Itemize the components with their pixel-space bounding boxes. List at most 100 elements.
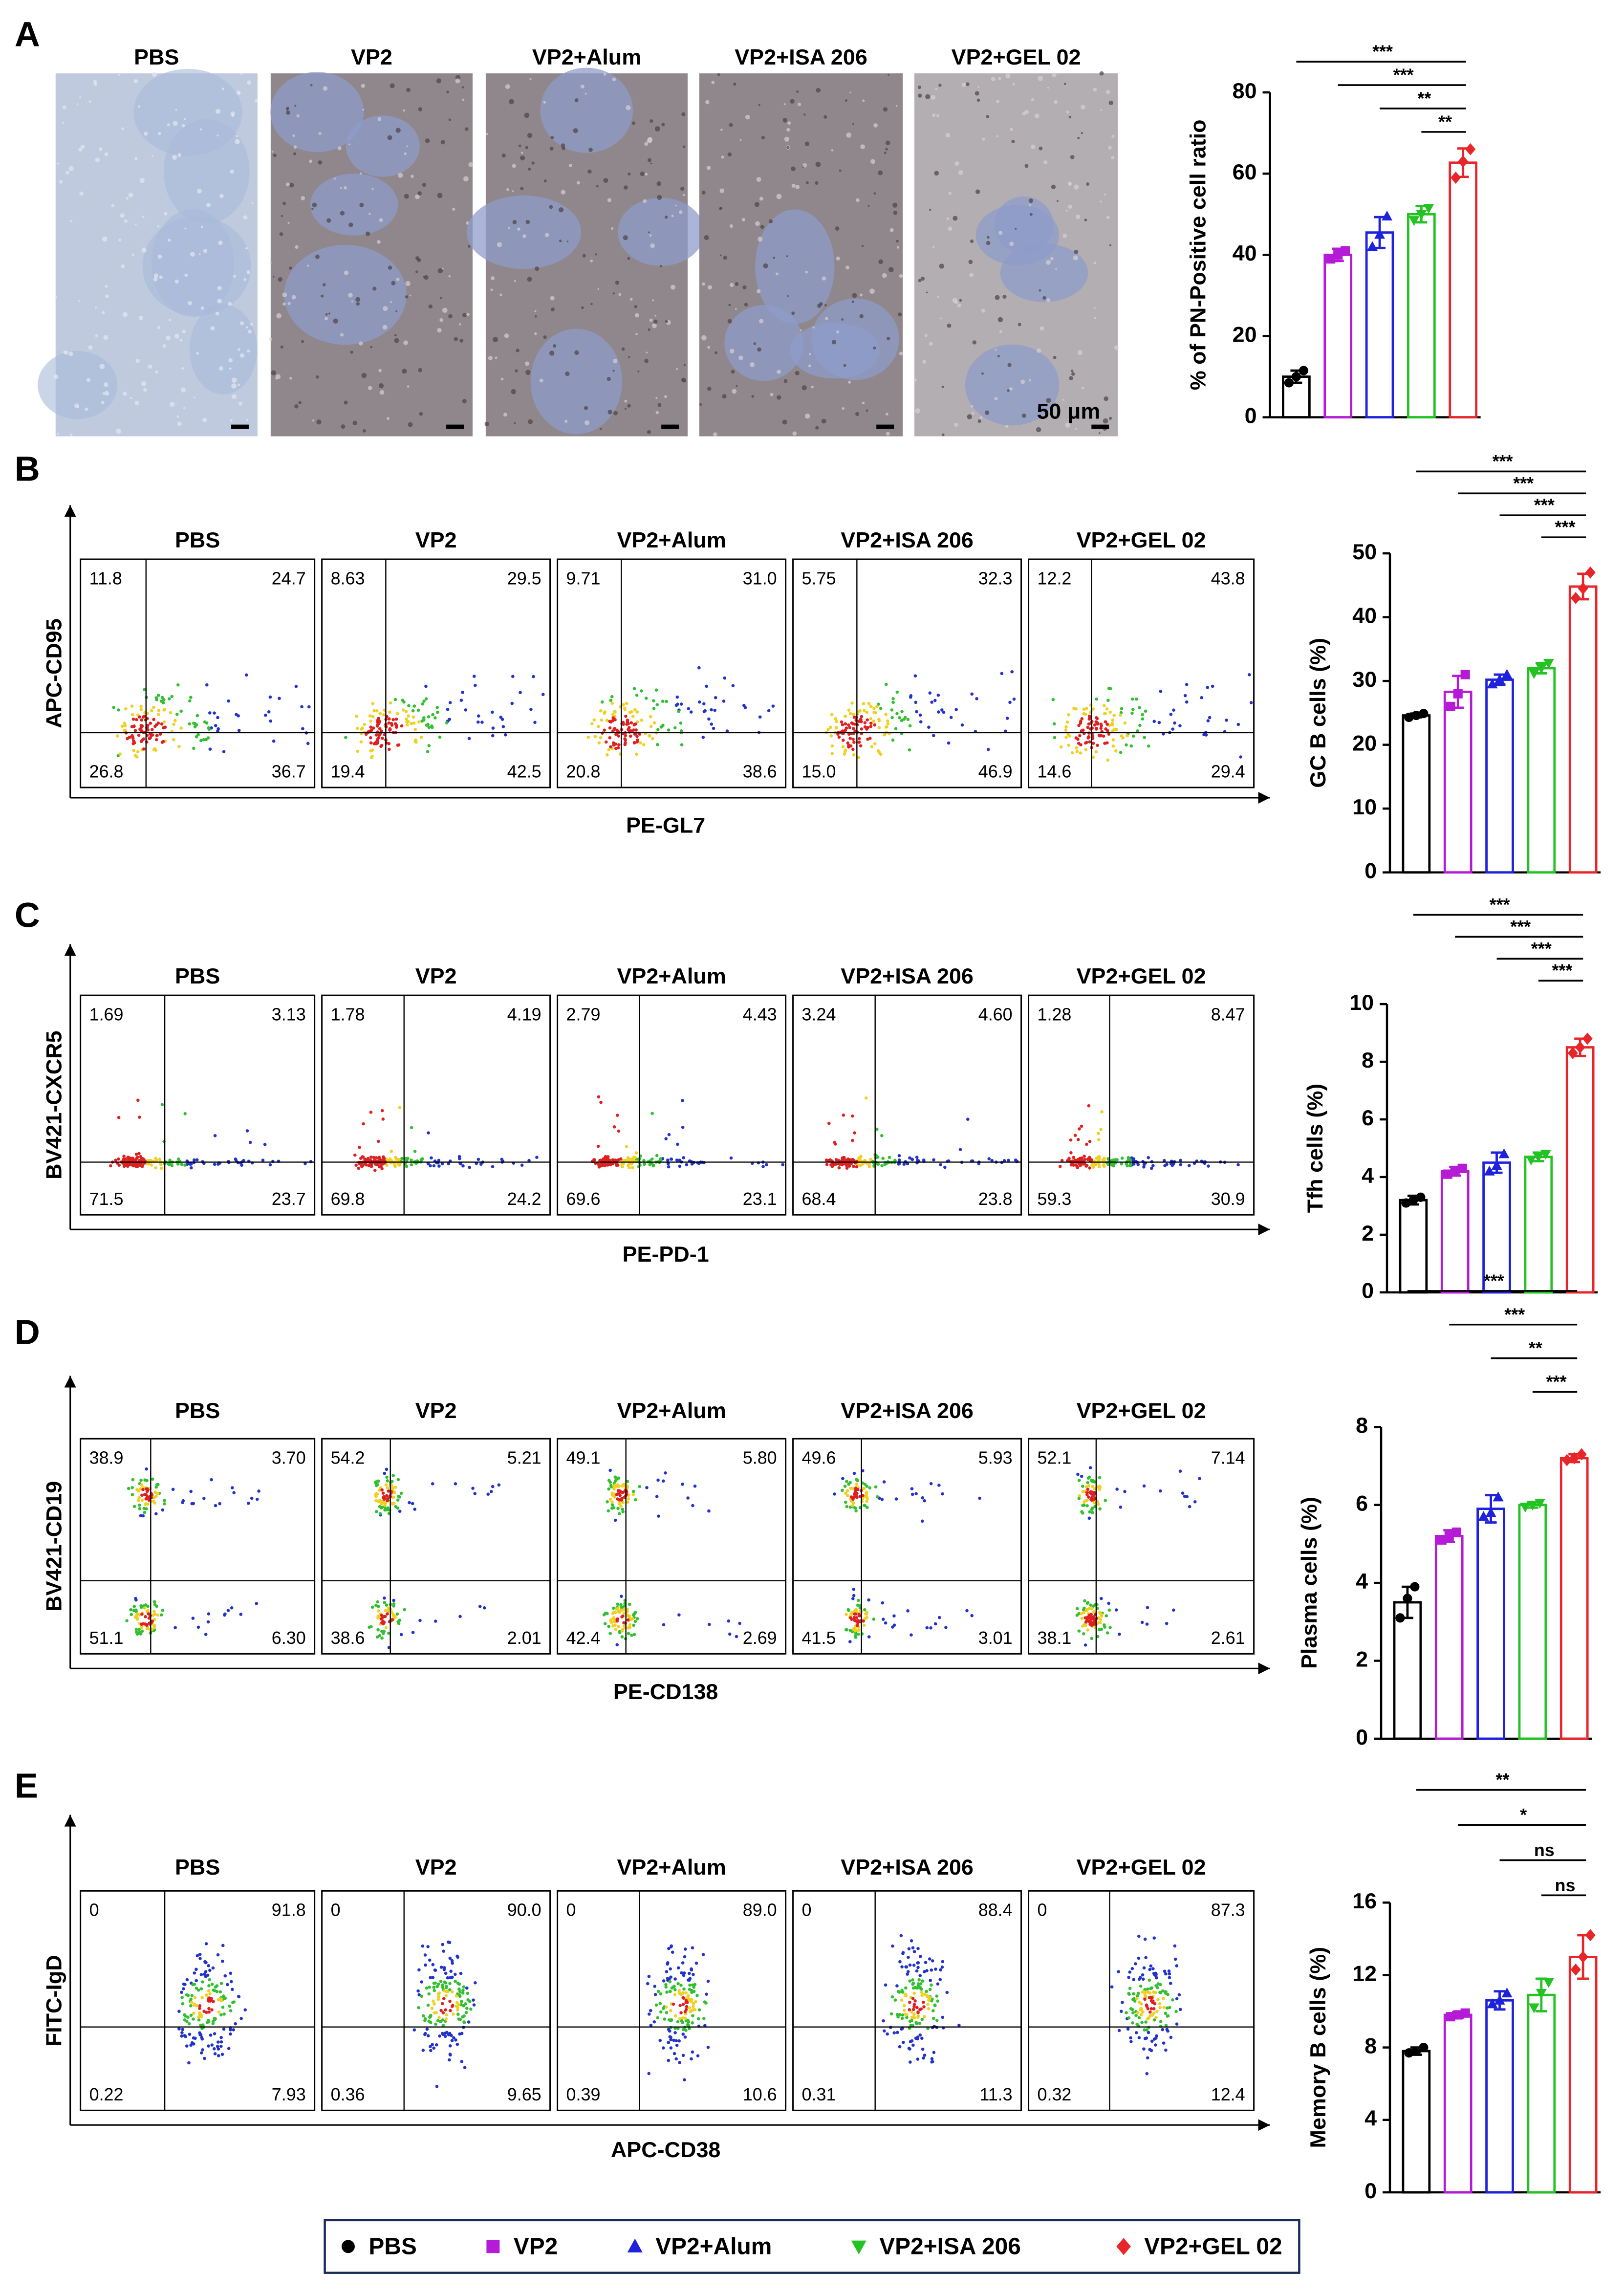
event-dot <box>385 1603 389 1607</box>
event-dot <box>449 2009 452 2012</box>
tissue-texture <box>745 114 750 120</box>
event-dot <box>207 2044 210 2048</box>
quadrant-label: 52.1 <box>1038 1448 1072 1468</box>
event-dot <box>606 1500 609 1504</box>
tissue-texture <box>370 346 372 349</box>
event-dot <box>473 1492 477 1495</box>
event-dot <box>374 1494 378 1498</box>
tissue-texture <box>845 265 849 270</box>
event-dot <box>1060 745 1063 749</box>
tissue-texture <box>131 253 134 256</box>
event-dot <box>688 1971 691 1975</box>
event-dot <box>195 2004 198 2008</box>
event-dot <box>665 2005 668 2009</box>
event-dot <box>1121 2001 1124 2004</box>
tissue-texture <box>1056 200 1059 202</box>
event-dot <box>654 688 658 692</box>
tissue-texture <box>323 86 328 91</box>
event-dot <box>883 733 887 737</box>
event-dot <box>144 1502 148 1506</box>
tissue-texture <box>363 429 366 433</box>
event-dot <box>642 1162 646 1166</box>
event-dot <box>847 723 850 727</box>
plot-title: VP2+Alum <box>617 963 726 988</box>
event-dot <box>925 1969 929 1972</box>
event-dot <box>1181 1491 1185 1495</box>
tissue-texture <box>729 224 734 228</box>
scale-bar <box>661 424 679 429</box>
tissue-texture <box>856 198 860 202</box>
event-dot <box>1152 2011 1156 2015</box>
event-dot <box>1108 1626 1112 1629</box>
event-dot <box>445 1989 449 1993</box>
event-dot <box>433 1968 437 1972</box>
tissue-texture <box>758 236 763 242</box>
event-dot <box>1087 1484 1091 1487</box>
event-dot <box>916 1946 920 1950</box>
tissue-texture <box>462 399 467 404</box>
event-dot <box>889 2012 893 2016</box>
event-dot <box>688 2006 692 2010</box>
tissue-texture <box>796 90 799 93</box>
event-dot <box>541 693 545 696</box>
event-dot <box>144 1615 147 1618</box>
event-dot <box>610 1500 614 1504</box>
event-dot <box>910 2018 913 2022</box>
tissue-texture <box>590 260 593 262</box>
legend-label: VP2+ISA 206 <box>879 2233 1021 2259</box>
data-point <box>1491 1159 1502 1170</box>
tissue-texture <box>1043 160 1048 165</box>
event-dot <box>162 726 165 730</box>
event-dot <box>930 1968 933 1972</box>
event-dot <box>1104 720 1107 723</box>
event-dot <box>194 2036 197 2040</box>
event-dot <box>448 2058 451 2062</box>
tissue-texture <box>929 208 931 211</box>
image-title: VP2+GEL 02 <box>952 44 1081 69</box>
event-dot <box>1163 1158 1166 1162</box>
event-dot <box>117 708 120 712</box>
event-dot <box>1164 2048 1168 2052</box>
tissue-texture <box>835 226 840 231</box>
event-dot <box>472 2003 476 2007</box>
event-dot <box>387 742 391 745</box>
event-dot <box>781 1163 784 1166</box>
event-dot <box>235 713 238 716</box>
event-dot <box>897 1990 901 1994</box>
data-point <box>1404 712 1414 722</box>
event-dot <box>855 1483 859 1486</box>
quadrant-label: 0 <box>802 1900 812 1920</box>
event-dot <box>382 1629 386 1633</box>
event-dot <box>892 1614 896 1618</box>
event-dot <box>1080 1612 1083 1616</box>
event-dot <box>1130 1967 1134 1970</box>
event-dot <box>884 1621 888 1625</box>
tissue-region <box>811 298 899 380</box>
event-dot <box>402 700 406 704</box>
event-dot <box>848 737 852 740</box>
event-dot <box>383 1615 387 1618</box>
event-dot <box>890 716 894 720</box>
event-dot <box>112 706 115 709</box>
event-dot <box>1082 1608 1085 1612</box>
quadrant-label: 7.93 <box>272 2084 306 2104</box>
quadrant-label: 23.7 <box>272 1189 306 1209</box>
plot-title: VP2 <box>415 1855 457 1880</box>
event-dot <box>857 756 860 760</box>
tissue-texture <box>976 98 980 102</box>
tissue-texture <box>741 218 745 221</box>
event-dot <box>684 2016 687 2020</box>
tissue-texture <box>918 279 922 283</box>
event-dot <box>671 1950 674 1954</box>
event-dot <box>852 1164 855 1168</box>
event-dot <box>216 716 219 720</box>
event-dot <box>857 720 861 723</box>
event-dot <box>606 1612 609 1615</box>
event-dot <box>307 705 311 709</box>
event-dot <box>891 700 895 704</box>
tissue-texture <box>528 419 533 424</box>
event-dot <box>417 2006 420 2010</box>
quadrant-label: 90.0 <box>507 1900 541 1920</box>
data-point <box>1533 1153 1544 1163</box>
event-dot <box>117 1163 121 1167</box>
